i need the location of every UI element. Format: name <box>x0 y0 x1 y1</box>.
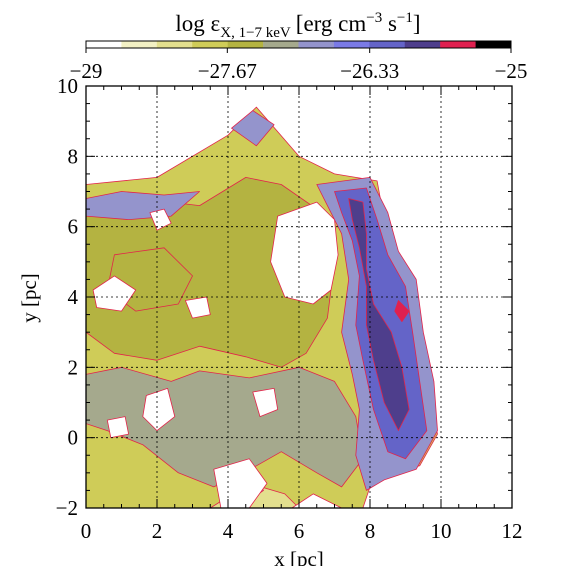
colorbar-segment <box>369 41 406 48</box>
contour-region <box>184 296 211 319</box>
colorbar-tick-label: −25 <box>495 59 528 83</box>
colorbar-segment <box>440 41 476 48</box>
contour-region <box>252 387 279 418</box>
title-close: ] <box>413 11 421 36</box>
x-tick-label: 8 <box>365 519 376 543</box>
colorbar-title: log εX, 1−7 keV [erg cm−3 s−1] <box>175 10 420 41</box>
title-subscript: X, 1−7 keV <box>220 25 291 41</box>
x-tick-label: 6 <box>294 519 305 543</box>
title-unit: [erg cm <box>296 11 367 36</box>
colorbar-segment <box>475 41 512 48</box>
contour-region <box>92 275 137 312</box>
colorbar-segment <box>121 41 158 48</box>
y-tick-label: 8 <box>68 144 79 168</box>
colorbar <box>85 40 512 49</box>
contour-region <box>142 387 176 432</box>
title-main: log ε <box>175 11 220 36</box>
colorbar-tick-label: −27.67 <box>198 59 257 83</box>
colorbar-segment <box>156 41 193 48</box>
x-tick-label: 0 <box>81 519 92 543</box>
colorbar-tick-label: −29 <box>70 59 103 83</box>
y-tick-label: 2 <box>68 355 79 379</box>
contour-region <box>348 198 410 432</box>
contour-regions <box>86 106 438 508</box>
colorbar-segment <box>227 41 264 48</box>
y-tick-label: 6 <box>68 215 79 239</box>
x-tick-label: 10 <box>431 519 452 543</box>
x-axis-label: x [pc] <box>274 547 324 566</box>
colorbar-segment <box>86 41 122 48</box>
y-tick-labels: −2 0 2 4 6 8 10 <box>56 74 79 520</box>
x-tick-label: 12 <box>502 519 523 543</box>
contour-region <box>213 458 268 508</box>
x-tick-labels: 0 2 4 6 8 10 12 <box>81 519 523 543</box>
colorbar-segment <box>404 41 441 48</box>
contour-region <box>86 176 335 368</box>
y-axis-label: y [pc] <box>17 273 41 323</box>
y-tick-label: 4 <box>68 285 79 309</box>
x-tick-label: 2 <box>152 519 163 543</box>
colorbar-segment <box>192 41 228 48</box>
title-exp-1: −3 <box>366 10 382 26</box>
title-exp-2: −1 <box>397 10 413 26</box>
colorbar-tick-label: −26.33 <box>340 59 399 83</box>
axis-ticks <box>85 85 513 509</box>
y-tick-label: 0 <box>68 426 79 450</box>
colorbar-segment <box>263 41 299 48</box>
colorbar-segment <box>333 41 370 48</box>
y-tick-label: −2 <box>56 496 78 520</box>
y-tick-label: 10 <box>57 74 78 98</box>
contour-region <box>270 201 339 305</box>
contour-region <box>291 493 343 508</box>
contour-region <box>149 208 172 231</box>
x-tick-label: 4 <box>223 519 234 543</box>
contour-region <box>231 110 275 147</box>
contour-region <box>106 416 130 439</box>
colorbar-frame <box>85 40 512 49</box>
grid-lines <box>86 86 512 508</box>
contour-region <box>394 300 410 323</box>
title-mid: s <box>382 11 397 36</box>
colorbar-ticks: −29 −27.67 −26.33 −25 <box>70 48 528 83</box>
contour-region <box>86 191 201 221</box>
colorbar-segment <box>298 41 335 48</box>
